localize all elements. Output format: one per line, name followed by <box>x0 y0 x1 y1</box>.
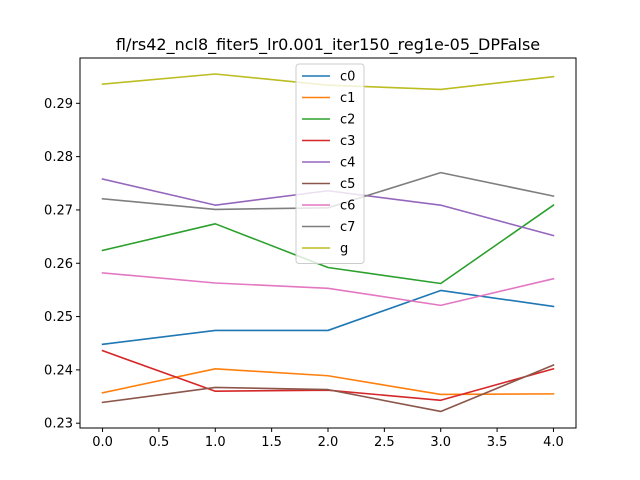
y-tick-label: 0.28 <box>44 150 73 165</box>
y-tick-label: 0.27 <box>44 203 73 218</box>
x-tick-label: 3.0 <box>430 435 451 450</box>
plot-lines <box>101 73 555 413</box>
legend-label-c7: c7 <box>340 220 355 235</box>
legend-label-c2: c2 <box>340 113 355 128</box>
x-tick-label: 3.5 <box>487 435 508 450</box>
x-tick-label: 1.5 <box>261 435 282 450</box>
legend-label-c1: c1 <box>340 91 355 106</box>
series-line-c5 <box>101 364 555 413</box>
x-tick-label: 0.5 <box>149 435 170 450</box>
series-line-c6 <box>101 271 555 307</box>
series-line-c1 <box>101 368 555 396</box>
x-tick-label: 2.0 <box>318 435 339 450</box>
legend-label-c3: c3 <box>340 134 355 149</box>
legend-label-c0: c0 <box>340 70 355 85</box>
chart-title: fl/rs42_ncl8_fiter5_lr0.001_iter150_reg1… <box>116 35 540 55</box>
x-tick-label: 0.0 <box>92 435 113 450</box>
x-tick-label: 4.0 <box>543 435 564 450</box>
legend-label-g: g <box>340 242 348 257</box>
x-tick-label: 1.0 <box>205 435 226 450</box>
y-tick-label: 0.24 <box>44 363 73 378</box>
y-tick-label: 0.26 <box>44 257 73 272</box>
legend-label-c4: c4 <box>340 156 355 171</box>
legend-box <box>295 63 365 264</box>
legend-label-c6: c6 <box>340 199 355 214</box>
series-line-c2 <box>101 204 555 285</box>
legend: c0 c1 c2 c3 c4 c5 c6 c7 g <box>295 63 365 264</box>
x-axis: 0.0 0.5 1.0 1.5 2.0 2.5 3.0 3.5 4.0 <box>92 428 564 450</box>
y-tick-label: 0.29 <box>44 97 73 112</box>
y-axis: 0.23 0.24 0.25 0.26 0.27 0.28 0.29 <box>44 97 80 432</box>
legend-label-c5: c5 <box>340 177 355 192</box>
y-tick-label: 0.23 <box>44 417 73 432</box>
y-tick-label: 0.25 <box>44 310 73 325</box>
x-tick-label: 2.5 <box>374 435 395 450</box>
